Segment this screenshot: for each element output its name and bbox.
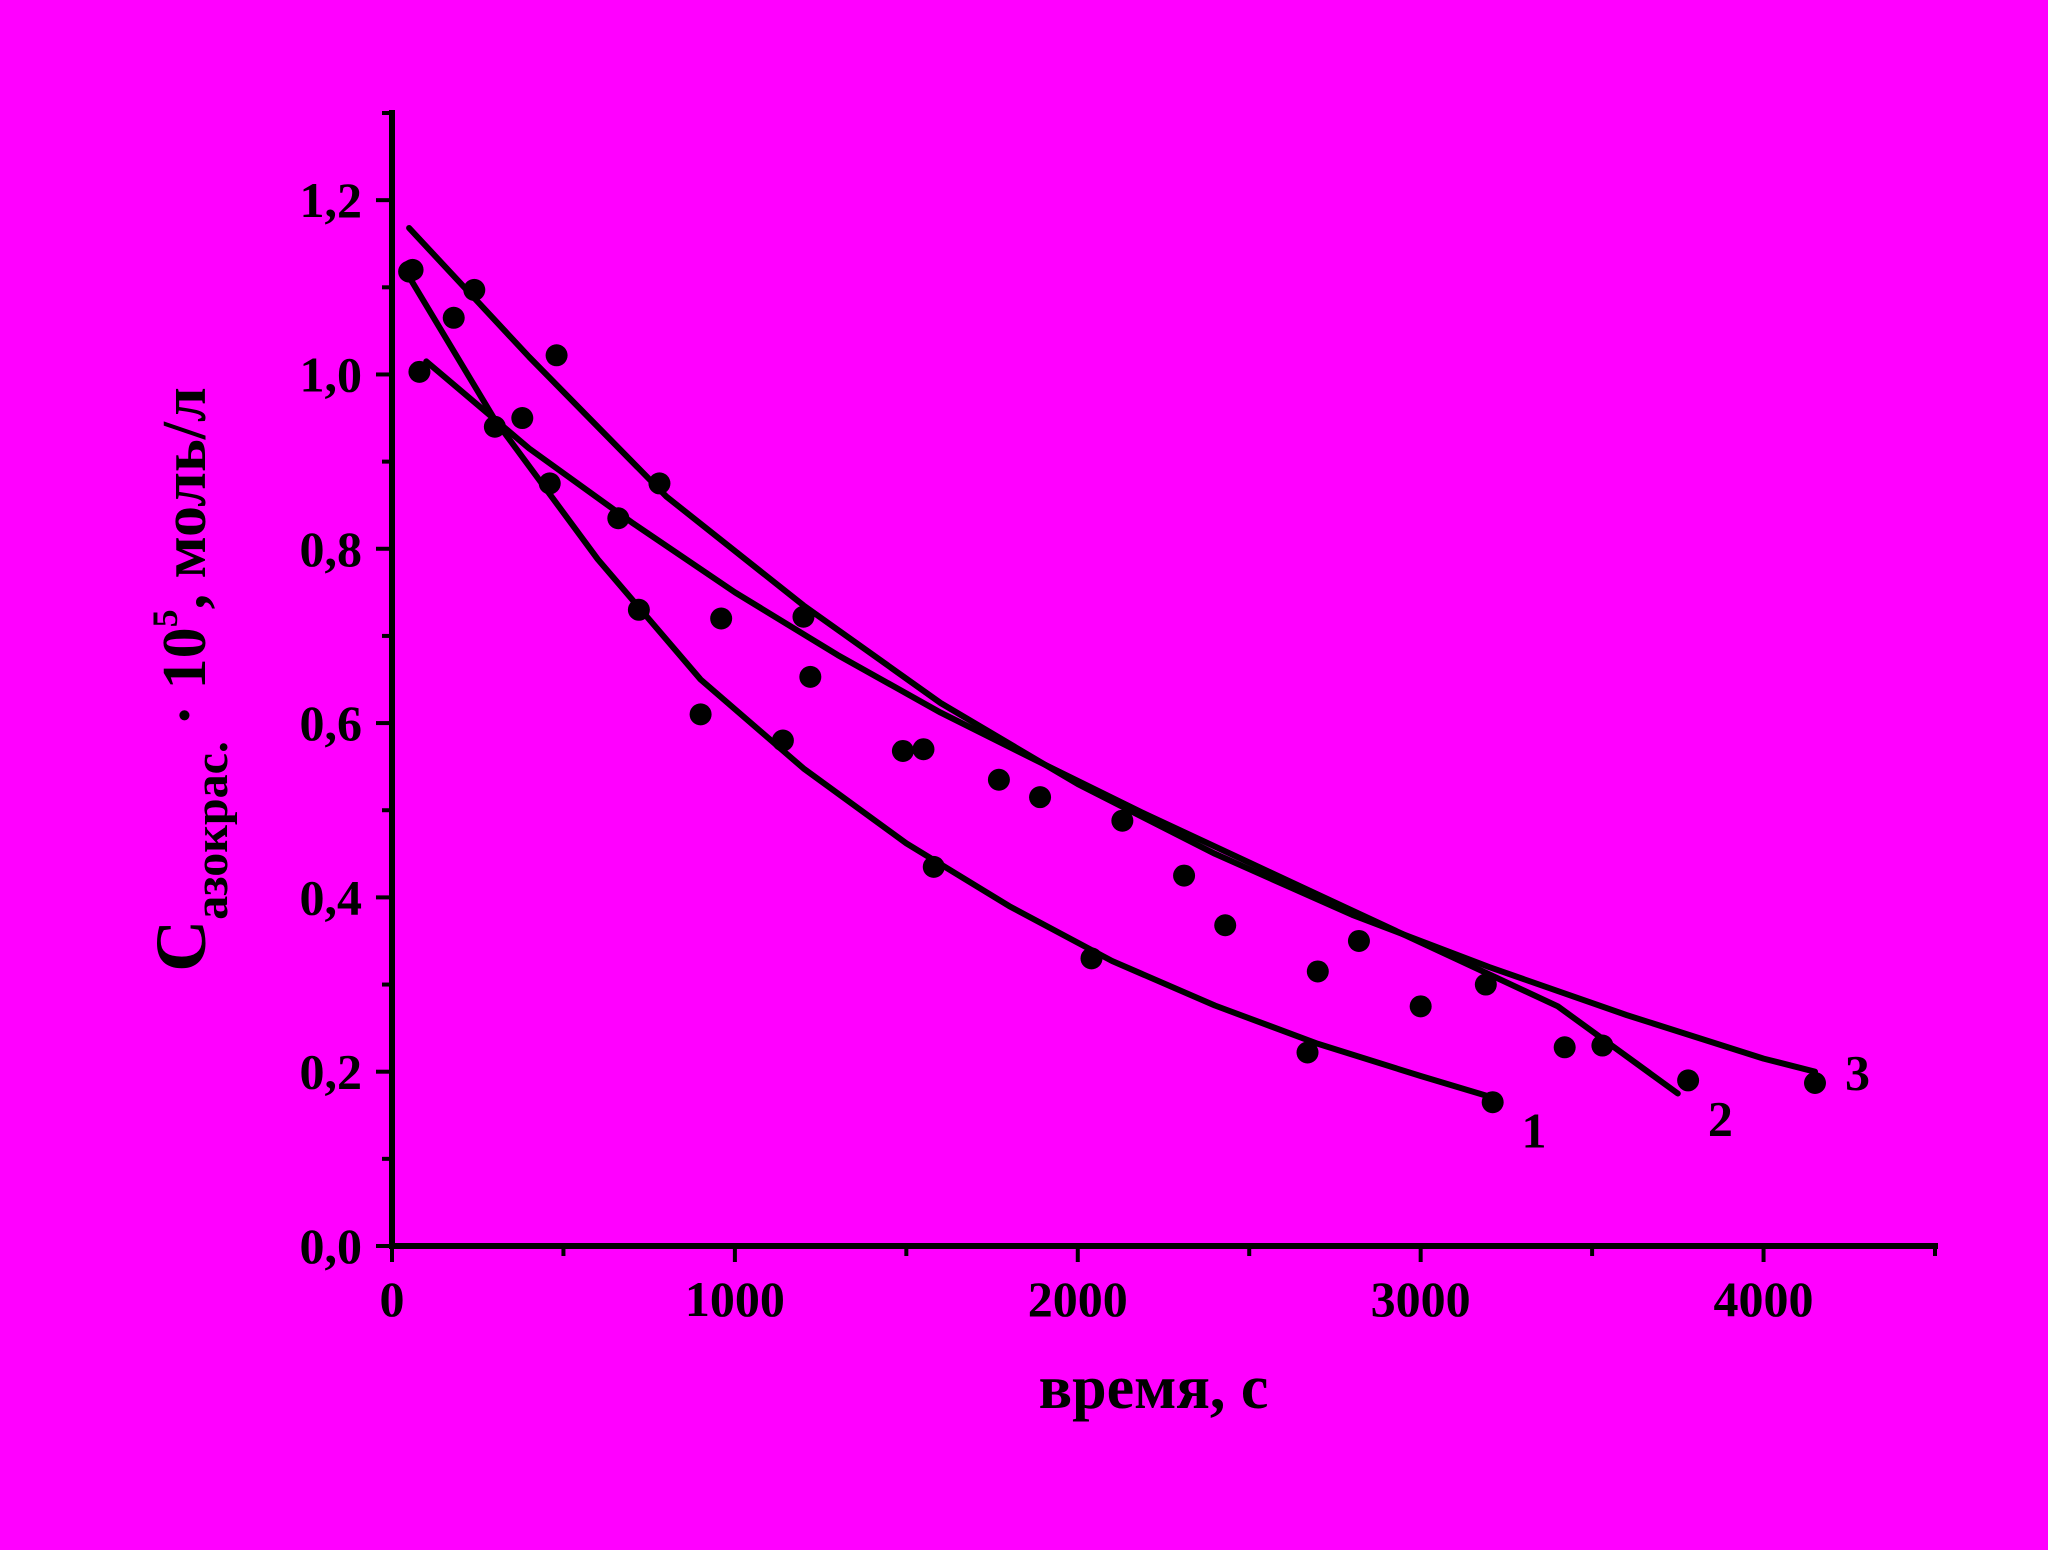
data-point-3 xyxy=(1111,809,1134,832)
data-point-3 xyxy=(463,278,486,301)
data-points xyxy=(398,258,1826,1114)
data-point-2 xyxy=(799,665,822,688)
data-point-2 xyxy=(538,472,561,495)
y-tick-label: 1,2 xyxy=(300,172,363,228)
data-point-3 xyxy=(1347,929,1370,952)
curve-label-3: 3 xyxy=(1845,1045,1870,1101)
x-tick-label: 0 xyxy=(380,1271,405,1327)
y-tick-label: 0,0 xyxy=(300,1218,363,1274)
y-tick-label: 0,2 xyxy=(300,1044,363,1100)
data-point-1 xyxy=(771,729,794,752)
y-label-subscript: азокрас. xyxy=(185,741,238,920)
data-point-3 xyxy=(1591,1034,1614,1057)
y-label-tail: , моль/л xyxy=(151,387,219,609)
y-label-superscript: 5 xyxy=(145,609,185,627)
fit-line-3 xyxy=(406,225,1818,1075)
x-tick-label: 3000 xyxy=(1371,1271,1471,1327)
x-tick-label: 1000 xyxy=(685,1271,785,1327)
y-label-main: C xyxy=(141,920,221,972)
data-point-2 xyxy=(408,360,431,383)
data-point-1 xyxy=(627,598,650,621)
data-point-1 xyxy=(1080,947,1103,970)
data-point-2 xyxy=(1553,1036,1576,1059)
data-point-2 xyxy=(607,507,630,530)
curve-label-1: 1 xyxy=(1522,1103,1547,1159)
fit-lines xyxy=(406,225,1818,1103)
data-point-3 xyxy=(792,605,815,628)
data-point-2 xyxy=(1173,864,1196,887)
data-point-2 xyxy=(1677,1069,1700,1092)
data-point-2 xyxy=(1306,960,1329,983)
x-axis-label: время, с xyxy=(1039,1354,1269,1422)
data-point-3 xyxy=(648,472,671,495)
svg-text:Cазокрас. · 105, моль/л: Cазокрас. · 105, моль/л xyxy=(141,387,238,972)
data-point-1 xyxy=(689,703,712,726)
y-tick-label: 0,6 xyxy=(300,695,363,751)
y-tick-label: 0,4 xyxy=(300,869,363,925)
data-point-3 xyxy=(1474,973,1497,996)
data-point-2 xyxy=(1409,995,1432,1018)
data-point-2 xyxy=(912,738,935,761)
data-point-3 xyxy=(1803,1072,1826,1095)
data-point-2 xyxy=(891,739,914,762)
data-point-3 xyxy=(398,260,421,283)
data-point-2 xyxy=(987,768,1010,791)
data-point-3 xyxy=(545,344,568,367)
axes xyxy=(389,110,1938,1249)
data-point-1 xyxy=(1296,1041,1319,1064)
x-tick-label: 2000 xyxy=(1028,1271,1128,1327)
data-point-1 xyxy=(1481,1091,1504,1114)
ticks xyxy=(376,111,1937,1262)
x-tick-label: 4000 xyxy=(1714,1271,1814,1327)
y-label-mid: · 10 xyxy=(151,627,219,741)
tick-labels: 0 1000 2000 3000 4000 0,0 0,2 0,4 0,6 0,8 1,0 1,2 xyxy=(300,172,1814,1327)
y-axis-label: Cазокрас. · 105, моль/л xyxy=(141,387,238,972)
y-tick-label: 0,8 xyxy=(300,521,363,577)
curve-labels: 1 2 3 xyxy=(1522,1045,1870,1159)
curve-label-2: 2 xyxy=(1708,1090,1733,1146)
data-point-2 xyxy=(710,607,733,630)
fit-line-1 xyxy=(406,273,1503,1103)
data-point-2 xyxy=(1029,786,1052,809)
data-point-3 xyxy=(511,407,534,430)
data-point-1 xyxy=(922,855,945,878)
data-point-2 xyxy=(1214,914,1237,937)
data-point-3 xyxy=(442,306,465,329)
y-tick-label: 1,0 xyxy=(300,346,363,402)
data-point-1 xyxy=(483,415,506,438)
